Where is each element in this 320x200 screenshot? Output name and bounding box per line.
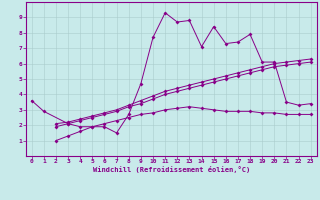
X-axis label: Windchill (Refroidissement éolien,°C): Windchill (Refroidissement éolien,°C) — [92, 166, 250, 173]
